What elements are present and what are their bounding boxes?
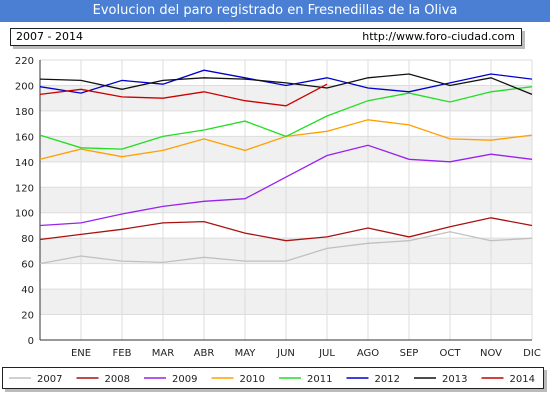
x-tick-label: SEP bbox=[400, 348, 419, 359]
series-line-2014 bbox=[39, 83, 328, 107]
legend-label-2011: 2011 bbox=[307, 374, 332, 385]
legend-label-2012: 2012 bbox=[375, 374, 400, 385]
y-tick-label: 220 bbox=[15, 56, 34, 67]
legend: 2007 2008 2009 2010 2011 2012 2013 2014 bbox=[2, 367, 544, 389]
series-line-2009 bbox=[39, 144, 533, 227]
legend-label-2008: 2008 bbox=[105, 374, 130, 385]
legend-label-2014: 2014 bbox=[510, 374, 535, 385]
x-tick-label: NOV bbox=[480, 348, 502, 359]
series-line-2013 bbox=[39, 73, 533, 96]
x-tick-label: FEB bbox=[113, 348, 132, 359]
legend-items: 2007 2008 2009 2010 2011 2012 2013 2014 bbox=[9, 374, 535, 385]
line-chart: 0 20 40 60 80 100 120 140 160 180 200 220 ENE FEB MAR A… bbox=[15, 56, 541, 359]
y-tick-label: 60 bbox=[21, 260, 34, 271]
series-line-2007 bbox=[39, 231, 533, 265]
x-tick-label: ENE bbox=[71, 348, 91, 359]
x-tick-label: DIC bbox=[523, 348, 541, 359]
series-line-2011 bbox=[39, 86, 533, 150]
y-tick-label: 20 bbox=[21, 311, 34, 322]
y-tick-label: 40 bbox=[21, 285, 34, 296]
y-tick-label: 120 bbox=[15, 183, 34, 194]
legend-label-2009: 2009 bbox=[172, 374, 197, 385]
x-tick-label: ABR bbox=[194, 348, 215, 359]
source-url[interactable]: http://www.foro-ciudad.com bbox=[362, 30, 515, 43]
x-tick-label: MAY bbox=[235, 348, 257, 359]
y-tick-label: 100 bbox=[15, 209, 34, 220]
legend-label-2013: 2013 bbox=[442, 374, 467, 385]
x-tick-label: AGO bbox=[357, 348, 379, 359]
x-tick-label: OCT bbox=[440, 348, 462, 359]
chart-title: Evolucion del paro registrado en Fresned… bbox=[0, 0, 550, 22]
y-tick-label: 180 bbox=[15, 107, 34, 118]
series-line-2008 bbox=[39, 217, 533, 242]
x-tick-label: MAR bbox=[152, 348, 174, 359]
y-tick-label: 160 bbox=[15, 132, 34, 143]
x-tick-label: JUN bbox=[276, 348, 295, 359]
y-tick-label: 140 bbox=[15, 158, 34, 169]
y-tick-label: 80 bbox=[21, 234, 34, 245]
x-tick-label: JUL bbox=[318, 348, 335, 359]
period-label: 2007 - 2014 bbox=[16, 30, 83, 43]
y-tick-label: 200 bbox=[15, 81, 34, 92]
legend-label-2007: 2007 bbox=[37, 374, 62, 385]
y-tick-label: 0 bbox=[28, 336, 34, 347]
info-bar: 2007 - 2014 http://www.foro-ciudad.com bbox=[10, 28, 522, 46]
series-line-2012 bbox=[39, 69, 533, 94]
legend-label-2010: 2010 bbox=[240, 374, 265, 385]
